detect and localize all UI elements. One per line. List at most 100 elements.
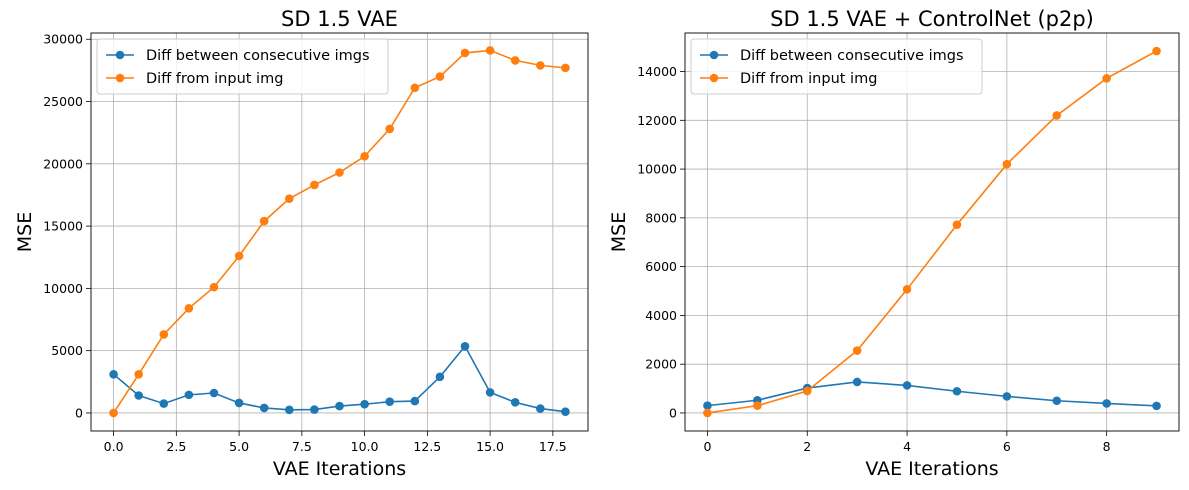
y-tick-label: 15000 [43, 219, 83, 234]
data-point-1 [753, 401, 762, 410]
plot-frame [90, 32, 589, 432]
legend-box [690, 38, 983, 95]
chart-title: SD 1.5 VAE + ControlNet (p2p) [770, 7, 1094, 31]
x-tick-label: 2.5 [166, 439, 186, 454]
data-point-0 [134, 391, 143, 400]
data-point-1 [284, 194, 294, 203]
data-point-0 [460, 341, 470, 351]
legend-marker [709, 73, 719, 83]
legend-label: Diff between consecutive imgs [740, 48, 964, 64]
chart-sd15-vae: 0.0 2.5 5.0 7.5 10.0 12.5 15.0 17.5 0 5000 10000 15… [14, 7, 589, 480]
data-point-1 [234, 251, 244, 261]
x-tick-label: 15.0 [476, 439, 504, 454]
y-axis-label: MSE [14, 212, 36, 252]
data-point-0 [259, 403, 269, 413]
data-point-0 [435, 372, 445, 382]
legend-marker [115, 73, 125, 83]
y-axis-label: MSE [608, 212, 630, 252]
data-point-1 [410, 83, 420, 93]
data-point-0 [952, 386, 962, 396]
y-tick-label: 2000 [645, 357, 677, 372]
data-point-0 [184, 390, 194, 400]
y-tick-label: 6000 [645, 259, 677, 274]
legend-marker [709, 50, 719, 60]
data-point-1 [1002, 159, 1012, 169]
x-tick-label: 5.0 [229, 439, 249, 454]
x-tick-label: 10.0 [351, 439, 379, 454]
data-point-0 [1002, 392, 1012, 401]
data-point-1 [134, 370, 143, 379]
data-point-1 [510, 56, 520, 65]
x-axis-label: VAE Iterations [865, 458, 998, 480]
x-tick-label: 7.5 [292, 439, 312, 454]
data-point-1 [852, 346, 862, 355]
y-tick-label: 14000 [637, 64, 677, 79]
data-point-1 [259, 216, 269, 226]
data-point-1 [310, 180, 319, 190]
data-point-1 [159, 330, 169, 339]
plot-frame [684, 32, 1180, 432]
data-point-0 [561, 407, 570, 416]
data-point-1 [435, 72, 445, 81]
data-point-1 [802, 386, 812, 396]
data-point-0 [284, 405, 294, 415]
legend-label: Diff between consecutive imgs [146, 48, 370, 64]
y-tick-label: 0 [669, 405, 677, 420]
x-tick-label: 12.5 [413, 439, 441, 454]
data-point-1 [460, 48, 470, 58]
data-point-0 [1102, 399, 1111, 408]
data-point-0 [852, 377, 862, 387]
x-tick-label: 4 [903, 439, 911, 454]
legend-label: Diff from input img [146, 71, 283, 87]
data-point-1 [209, 282, 219, 292]
x-tick-label: 8 [1103, 439, 1111, 454]
data-point-0 [360, 399, 369, 409]
y-tick-label: 10000 [43, 281, 83, 296]
x-tick-label: 17.5 [539, 439, 567, 454]
data-point-1 [360, 152, 369, 161]
data-point-0 [1152, 401, 1161, 411]
data-point-1 [952, 220, 962, 229]
y-tick-label: 0 [75, 405, 83, 420]
legend-box [96, 38, 389, 95]
y-tick-label: 8000 [645, 210, 677, 225]
data-point-1 [902, 285, 912, 294]
data-point-0 [385, 397, 395, 407]
data-point-0 [310, 405, 319, 414]
data-point-0 [234, 398, 244, 408]
y-tick-label: 4000 [645, 308, 677, 323]
data-point-0 [209, 388, 219, 398]
data-point-1 [1152, 46, 1161, 56]
series-line-0 [707, 381, 1157, 407]
data-point-1 [703, 408, 712, 418]
x-tick-label: 2 [803, 439, 811, 454]
data-point-0 [335, 401, 344, 411]
data-point-1 [1102, 74, 1111, 83]
data-point-1 [561, 63, 570, 73]
data-point-0 [902, 381, 912, 390]
data-point-0 [1052, 396, 1062, 406]
data-point-0 [410, 396, 420, 406]
data-point-1 [385, 124, 395, 134]
chart-sd15-vae-controlnet: 0 2 4 6 8 0 2000 4000 6000 8000 10000 12000 14000 SD … [608, 7, 1180, 480]
chart-title: SD 1.5 VAE [281, 7, 398, 31]
data-point-0 [536, 404, 545, 413]
y-tick-label: 12000 [637, 113, 677, 128]
x-axis-label: VAE Iterations [273, 458, 406, 480]
data-point-1 [184, 303, 194, 313]
data-point-1 [485, 46, 495, 55]
data-point-0 [159, 399, 169, 408]
data-point-0 [703, 401, 712, 410]
y-tick-label: 5000 [51, 343, 83, 358]
data-point-1 [536, 61, 545, 70]
legend-marker [115, 50, 125, 60]
series-line-1 [707, 50, 1157, 414]
y-tick-label: 30000 [43, 32, 83, 47]
y-tick-label: 25000 [43, 94, 83, 109]
data-point-0 [485, 388, 495, 397]
x-tick-label: 0.0 [104, 439, 124, 454]
legend-label: Diff from input img [740, 71, 877, 87]
data-point-1 [109, 408, 118, 418]
data-point-0 [510, 398, 520, 407]
